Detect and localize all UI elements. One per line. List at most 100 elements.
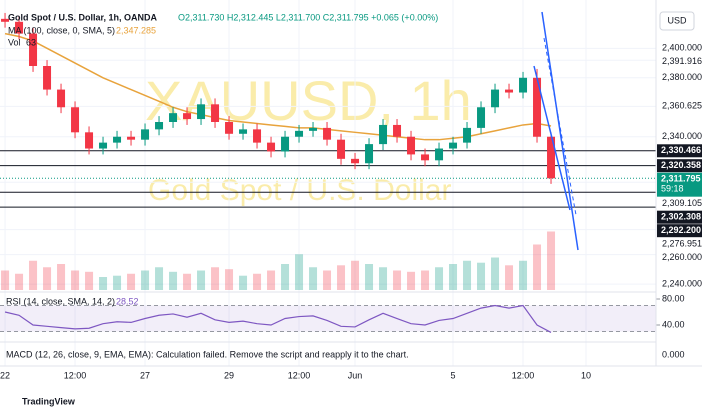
x-tick-label: 12:00 <box>288 370 311 380</box>
volume-bar <box>183 273 192 290</box>
candle-body <box>463 127 472 143</box>
y-tick-label: 2,260.000 <box>662 252 702 262</box>
x-tick-label: 12:00 <box>512 370 535 380</box>
candle-body <box>379 124 388 145</box>
vol-name: Vol <box>8 37 21 47</box>
macd-tick: 0.000 <box>662 349 685 359</box>
volume-bar <box>505 265 514 290</box>
volume-bar <box>57 264 66 290</box>
rsi-line <box>4 304 552 333</box>
volume-bar <box>127 273 136 290</box>
candle-body <box>253 129 262 143</box>
candle-body <box>519 77 528 93</box>
candle-body <box>211 104 220 122</box>
volume-bar <box>1 270 10 290</box>
candle-body <box>225 122 234 134</box>
volume-bar <box>99 277 108 290</box>
vol-value: 63 <box>26 37 36 47</box>
candle-body <box>421 154 430 161</box>
last-price-bg <box>657 172 702 197</box>
trend-mid-line <box>543 37 577 216</box>
volume-bar <box>449 264 458 290</box>
candle-body <box>57 89 66 108</box>
candle-body <box>477 107 486 128</box>
volume-bar <box>113 275 122 290</box>
volume-bar <box>533 244 542 290</box>
volume-bar <box>281 264 290 290</box>
candle-body <box>295 130 304 137</box>
volume-bar <box>337 265 346 290</box>
volume-bar <box>295 254 304 290</box>
level-label-bg <box>657 159 702 173</box>
last-price-label: 2,311.795 <box>661 174 701 184</box>
candle-body <box>43 66 52 90</box>
candle-body <box>197 104 206 120</box>
y-tick-label: 2,309.105 <box>662 198 702 208</box>
candle-body <box>183 113 192 120</box>
candle-body <box>169 113 178 122</box>
x-tick-label: 10 <box>581 370 591 380</box>
ma-name: MA (100, close, 0, SMA, 5) <box>8 25 115 35</box>
rsi-band <box>0 305 656 332</box>
volume-bar <box>141 270 150 290</box>
x-tick-label: 5 <box>451 370 456 380</box>
rsi-value: 28.52 <box>116 296 139 306</box>
y-tick-label: 2,360.625 <box>662 101 702 111</box>
candle-body <box>127 136 136 140</box>
volume-bar <box>169 271 178 290</box>
volume-bar <box>547 231 556 290</box>
y-tick-label: 2,240.000 <box>662 278 702 288</box>
volume-bar <box>323 270 332 290</box>
ma-value: 2,347.285 <box>116 25 156 35</box>
volume-bar <box>43 267 52 290</box>
volume-bar <box>15 273 24 290</box>
x-tick-label: 27 <box>140 370 150 380</box>
volume-bar <box>519 260 528 290</box>
rsi-tick-label: 40.00 <box>662 319 685 329</box>
volume-bar <box>463 260 472 290</box>
candle-body <box>239 129 248 134</box>
candle-body <box>505 89 514 93</box>
currency[interactable]: USD <box>667 15 687 25</box>
x-tick-label: 29 <box>224 370 234 380</box>
x-tick-label: Jun <box>348 370 363 380</box>
candle-body <box>533 77 542 137</box>
level-label-bg <box>657 144 702 158</box>
y-tick-label: 2,400.000 <box>662 43 702 53</box>
candle-body <box>29 33 38 66</box>
candle-body <box>435 148 444 161</box>
volume-bar <box>155 267 164 290</box>
candle-body <box>1 18 10 22</box>
volume-bar <box>351 260 360 290</box>
candle-body <box>407 136 416 155</box>
macd-label: MACD (12, 26, close, 9, EMA, EMA): Calcu… <box>6 349 409 359</box>
candle-body <box>281 136 290 152</box>
rsi-tick-label: 80.00 <box>662 293 685 303</box>
candle-body <box>15 21 24 34</box>
trend-line <box>541 11 579 251</box>
trend-line <box>533 65 571 211</box>
level-label: 2,330.466 <box>661 145 701 155</box>
volume-bar <box>421 270 430 290</box>
level-label-bg <box>657 224 702 238</box>
candle-body <box>393 124 402 137</box>
volume-bar <box>365 264 374 290</box>
candle-body <box>365 144 374 164</box>
volume-bar <box>407 271 416 290</box>
candle-body <box>323 127 332 140</box>
ma-line <box>4 32 552 141</box>
candle-body <box>309 127 318 131</box>
y-tick-label: 2,380.000 <box>662 72 702 82</box>
countdown: 59:18 <box>661 184 684 194</box>
candle-body <box>155 122 164 130</box>
level-label-bg <box>657 210 702 224</box>
candle-body <box>85 132 94 149</box>
volume-bar <box>225 269 234 290</box>
candle-body <box>99 142 108 149</box>
y-tick-label: 2,340.000 <box>662 131 702 141</box>
level-label: 2,302.308 <box>661 212 701 222</box>
volume-bar <box>239 275 248 290</box>
currency-button[interactable] <box>659 11 695 31</box>
